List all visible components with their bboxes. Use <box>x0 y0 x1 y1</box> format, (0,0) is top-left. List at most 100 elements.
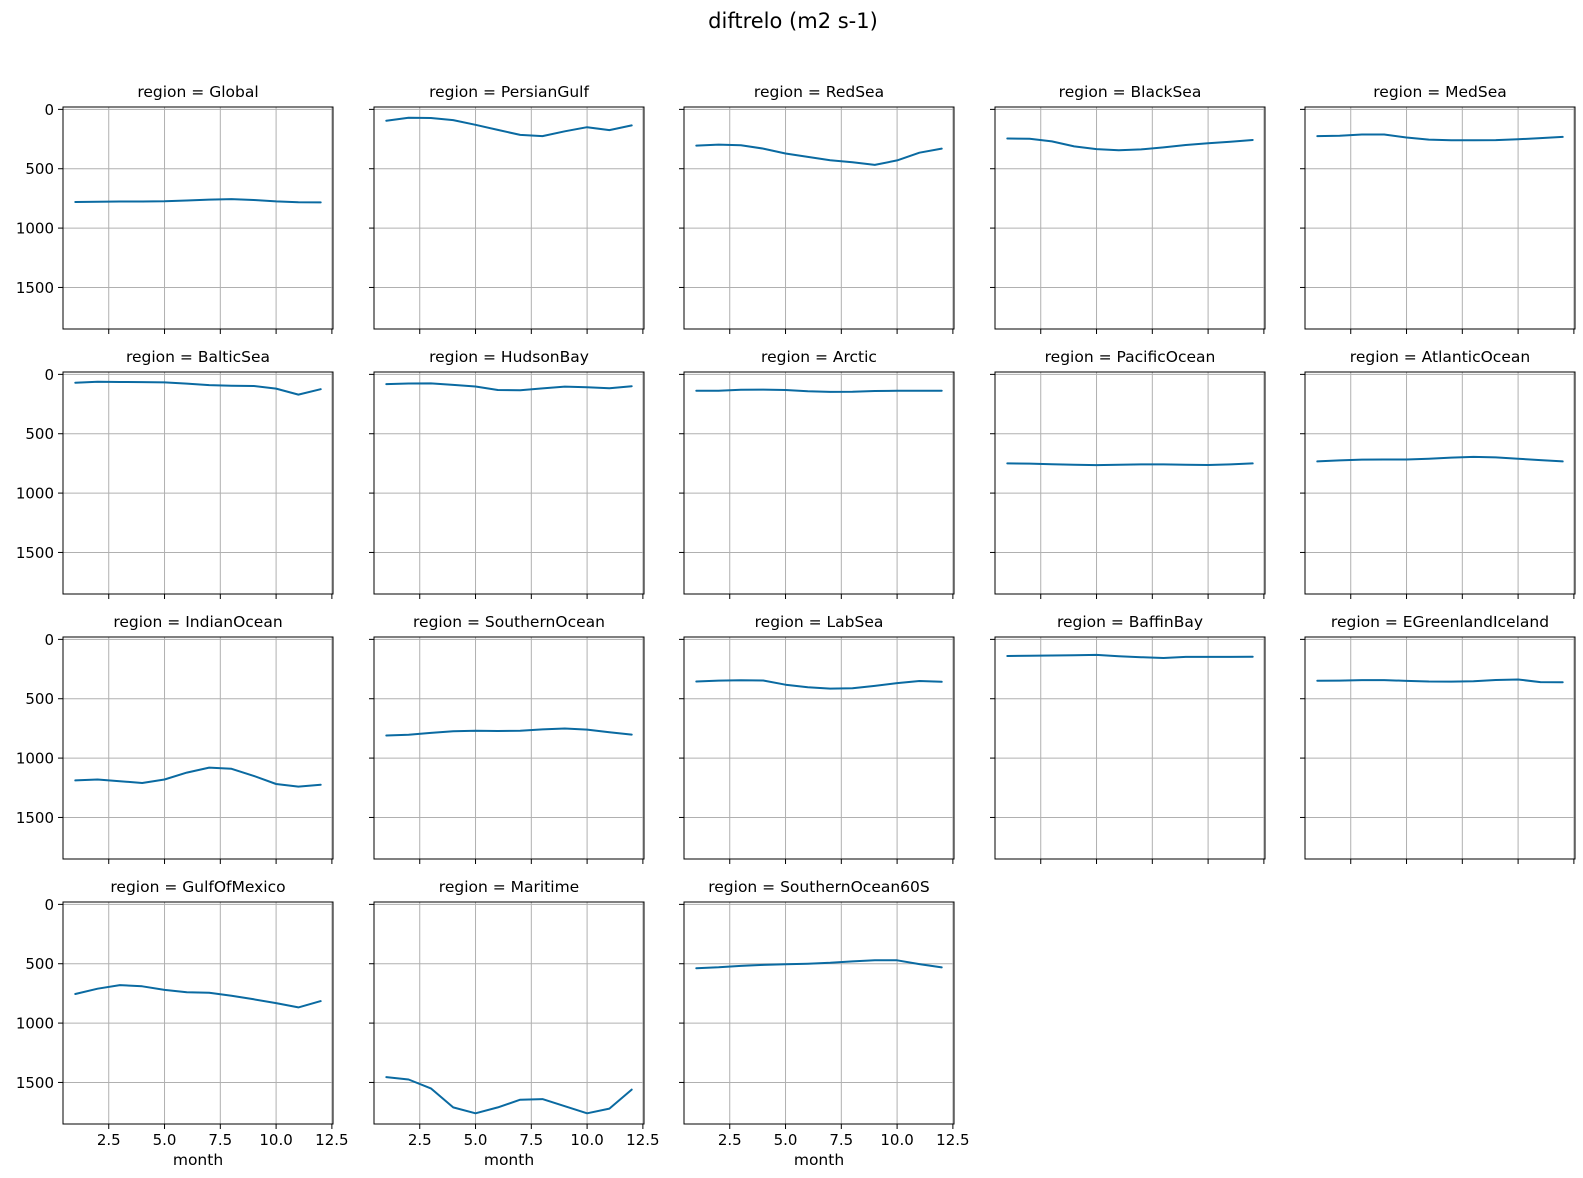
panel-title: region = BlackSea <box>1059 83 1202 101</box>
axes-frame <box>683 371 955 595</box>
panel-title: region = SouthernOcean <box>413 613 605 631</box>
series-line <box>385 727 633 737</box>
x-tick-label: 5.0 <box>153 1131 177 1149</box>
panel-title: region = RedSea <box>754 83 884 101</box>
panel: region = PersianGulf <box>369 83 645 334</box>
series-line <box>74 984 322 1009</box>
axes-frame <box>1304 106 1576 330</box>
panel-grid: region = Global 0 500 1000 1500 region = Pers… <box>16 83 1576 1169</box>
series-line <box>1316 678 1564 684</box>
y-tick-label: 500 <box>25 690 54 708</box>
panel-title: region = BalticSea <box>126 348 270 366</box>
panel: region = BlackSea <box>990 83 1266 334</box>
series-line <box>74 380 322 396</box>
y-tick-label: 0 <box>44 101 54 119</box>
x-tick-label: 2.5 <box>718 1131 742 1149</box>
series-line <box>695 143 943 166</box>
y-tick-label: 1500 <box>16 1074 54 1092</box>
panel: region = LabSea <box>679 613 955 864</box>
axes-frame <box>1304 371 1576 595</box>
series-line <box>385 382 633 392</box>
axes-frame <box>62 106 334 330</box>
axes-frame <box>683 636 955 860</box>
y-tick-label: 0 <box>44 631 54 649</box>
y-tick-label: 1000 <box>16 1015 54 1033</box>
panel-title: region = LabSea <box>755 613 884 631</box>
axes-frame <box>373 636 645 860</box>
y-tick-label: 1500 <box>16 544 54 562</box>
axes-frame <box>994 106 1266 330</box>
y-tick-label: 1500 <box>16 809 54 827</box>
y-tick-label: 500 <box>25 160 54 178</box>
axes-frame <box>373 901 645 1125</box>
series-line <box>385 1076 633 1115</box>
x-axis-label: month <box>484 1151 534 1169</box>
x-tick-label: 12.5 <box>626 1131 659 1149</box>
panel: region = AtlanticOcean <box>1300 348 1576 599</box>
panel: region = Arctic <box>679 348 955 599</box>
x-tick-label: 10.0 <box>880 1131 913 1149</box>
y-tick-label: 0 <box>44 366 54 384</box>
panel-title: region = IndianOcean <box>113 613 282 631</box>
panel: region = SouthernOcean <box>369 613 645 864</box>
x-tick-label: 12.5 <box>315 1131 348 1149</box>
panel: region = MedSea <box>1300 83 1576 334</box>
y-tick-label: 0 <box>44 896 54 914</box>
panel-title: region = Maritime <box>439 878 579 896</box>
panel: region = Global 0 500 1000 1500 <box>16 83 334 334</box>
x-tick-label: 10.0 <box>570 1131 603 1149</box>
y-tick-label: 1000 <box>16 485 54 503</box>
x-tick-label: 5.0 <box>774 1131 798 1149</box>
series-line <box>74 198 322 204</box>
figure-title: diftrelo (m2 s-1) <box>708 9 878 33</box>
axes-frame <box>683 901 955 1125</box>
panel: region = BalticSea 0 500 1000 1500 <box>16 348 334 599</box>
series-line <box>385 116 633 138</box>
panel: region = RedSea <box>679 83 955 334</box>
series-line <box>1006 462 1254 467</box>
series-line <box>695 388 943 393</box>
x-axis-label: month <box>794 1151 844 1169</box>
panel-title: region = GulfOfMexico <box>110 878 285 896</box>
axes-frame <box>994 636 1266 860</box>
panel: region = HudsonBay <box>369 348 645 599</box>
panel-title: region = BaffinBay <box>1057 613 1203 631</box>
x-tick-label: 10.0 <box>259 1131 292 1149</box>
panel-title: region = PersianGulf <box>429 83 589 101</box>
axes-frame <box>62 901 334 1125</box>
series-line <box>1316 455 1564 463</box>
panel: region = BaffinBay <box>990 613 1266 864</box>
x-tick-label: 2.5 <box>97 1131 121 1149</box>
y-tick-label: 1500 <box>16 279 54 297</box>
x-tick-label: 7.5 <box>519 1131 543 1149</box>
series-line <box>695 679 943 690</box>
axes-frame <box>1304 636 1576 860</box>
x-axis-label: month <box>173 1151 223 1169</box>
y-tick-label: 1000 <box>16 220 54 238</box>
panel-title: region = AtlanticOcean <box>1350 348 1530 366</box>
x-tick-label: 5.0 <box>464 1131 488 1149</box>
x-tick-label: 7.5 <box>829 1131 853 1149</box>
axes-frame <box>994 371 1266 595</box>
axes-frame <box>373 106 645 330</box>
series-line <box>1006 137 1254 152</box>
axes-frame <box>62 371 334 595</box>
y-tick-label: 500 <box>25 425 54 443</box>
panel-title: region = SouthernOcean60S <box>708 878 930 896</box>
series-line <box>1316 133 1564 142</box>
panel: region = SouthernOcean60S 2.5 5.0 7.5 10.0 12… <box>679 878 970 1169</box>
panel: region = PacificOcean <box>990 348 1266 599</box>
series-line <box>1006 653 1254 659</box>
axes-frame <box>683 106 955 330</box>
axes-frame <box>373 371 645 595</box>
panel-title: region = HudsonBay <box>429 348 589 366</box>
axes-frame <box>62 636 334 860</box>
panel: region = GulfOfMexico 2.5 5.0 7.5 10.0 12.5 0 5… <box>16 878 349 1169</box>
panel-title: region = PacificOcean <box>1045 348 1216 366</box>
x-tick-label: 12.5 <box>936 1131 969 1149</box>
panel: region = Maritime 2.5 5.0 7.5 10.0 12.5 month <box>369 878 660 1169</box>
series-line <box>74 766 322 788</box>
x-tick-label: 7.5 <box>208 1131 232 1149</box>
panel: region = IndianOcean 0 500 1000 1500 <box>16 613 334 864</box>
